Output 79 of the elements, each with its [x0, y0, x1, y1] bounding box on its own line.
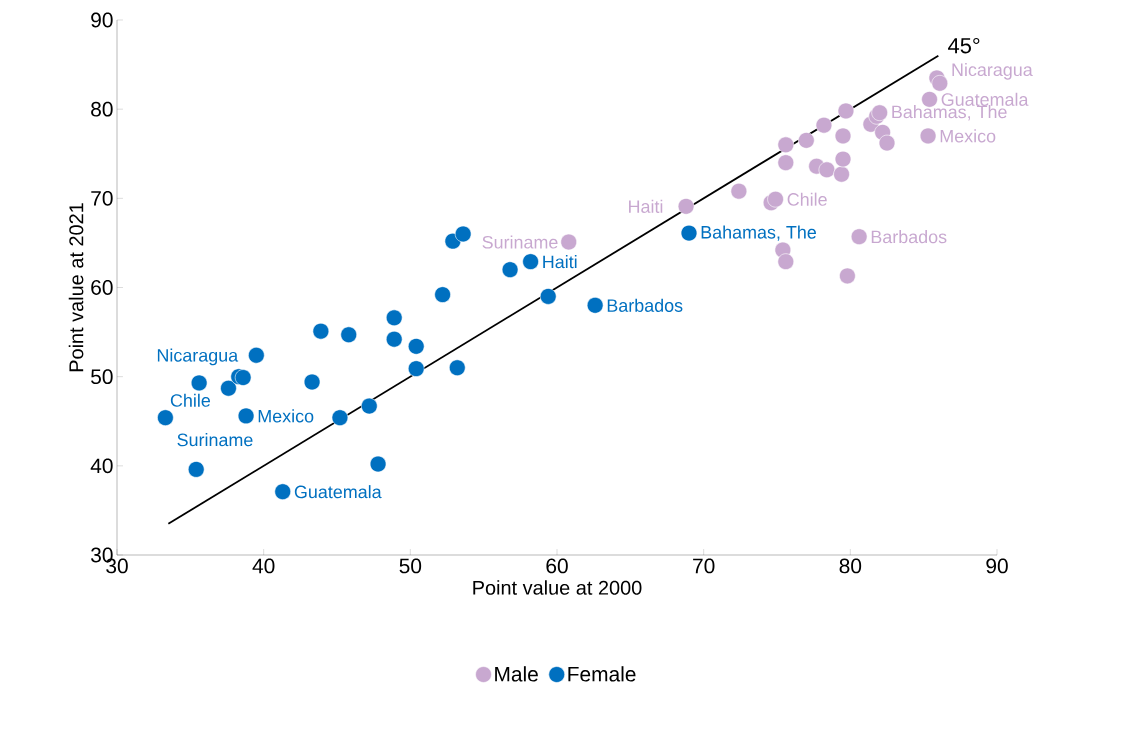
- legend-label: Male: [495, 666, 538, 682]
- point: [539, 288, 557, 305]
- point: [839, 267, 856, 285]
- y-axis-title: Point value at 2021: [68, 203, 84, 372]
- x-tick-label: 40: [252, 558, 275, 574]
- point: [586, 297, 604, 314]
- point: [237, 407, 255, 425]
- point: [680, 224, 698, 242]
- point: [407, 338, 425, 355]
- point: [369, 455, 387, 473]
- point: [834, 127, 852, 145]
- point: [157, 409, 174, 426]
- point: [449, 359, 466, 377]
- annotation: Haiti: [543, 255, 577, 269]
- point: [187, 461, 205, 478]
- annotation: Suriname: [482, 235, 558, 249]
- annotation: Suriname: [177, 433, 253, 447]
- point: [798, 132, 815, 149]
- annotation: Barbados: [607, 298, 683, 312]
- y-tick-label: 50: [91, 369, 113, 385]
- point: [361, 397, 378, 415]
- point: [818, 161, 836, 179]
- legend-label: Female: [568, 666, 636, 682]
- point: [331, 409, 349, 426]
- x-axis-title: Point value at 2000: [473, 580, 642, 595]
- point: [340, 326, 357, 344]
- point: [777, 253, 795, 270]
- point: [878, 134, 896, 152]
- point: [454, 225, 472, 243]
- point: [522, 253, 539, 270]
- point: [767, 190, 784, 208]
- x-tick-label: 80: [839, 558, 862, 574]
- point: [312, 322, 330, 340]
- y-tick-label: 40: [90, 458, 113, 474]
- point: [220, 379, 237, 397]
- point: [837, 102, 855, 120]
- y-tick-label: 60: [91, 280, 113, 295]
- y-tick-label: 80: [91, 101, 113, 117]
- annotation: Nicaragua: [157, 348, 239, 366]
- point: [919, 127, 937, 145]
- annotation: Bahamas, The: [701, 225, 816, 241]
- point: [777, 154, 795, 171]
- y-tick-label: 90: [91, 12, 113, 28]
- point: [407, 360, 425, 377]
- x-tick-label: 90: [986, 558, 1008, 574]
- point: [833, 165, 850, 183]
- point: [434, 286, 451, 303]
- y-tick-label: 70: [91, 190, 113, 206]
- point: [385, 309, 403, 327]
- point: [931, 75, 949, 92]
- point: [730, 182, 748, 200]
- annotation: Haiti: [629, 199, 663, 213]
- x-tick-label: 70: [693, 558, 715, 574]
- point: [303, 373, 321, 391]
- point: [871, 104, 888, 121]
- annotation: Chile: [787, 192, 827, 206]
- point: [385, 330, 403, 348]
- annotation: Guatemala: [294, 485, 382, 499]
- point: [248, 347, 265, 364]
- annotation: Mexico: [258, 409, 314, 423]
- point: [677, 198, 695, 215]
- annotation: Guatemala: [941, 92, 1029, 106]
- x-tick-label: 60: [546, 558, 568, 574]
- point: [501, 261, 519, 278]
- x-tick-label: 50: [399, 558, 422, 574]
- point: [234, 369, 252, 386]
- point: [850, 228, 868, 245]
- point: [815, 116, 833, 134]
- annotation: Nicaragua: [952, 62, 1033, 80]
- point: [777, 136, 795, 154]
- point: [560, 233, 578, 251]
- point: [834, 150, 852, 168]
- point: [274, 483, 291, 500]
- annotation: Chile: [170, 393, 211, 407]
- annotation: Mexico: [940, 129, 996, 143]
- annotation: Bahamas, The: [892, 105, 1007, 121]
- annotation: 45°: [948, 37, 980, 54]
- point: [190, 374, 208, 392]
- annotation: Barbados: [871, 230, 947, 244]
